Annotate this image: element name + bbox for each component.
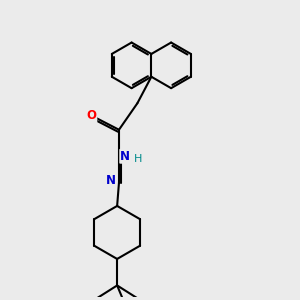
- Text: H: H: [134, 154, 142, 164]
- Text: O: O: [86, 109, 96, 122]
- Text: N: N: [120, 150, 130, 163]
- Text: N: N: [106, 174, 116, 188]
